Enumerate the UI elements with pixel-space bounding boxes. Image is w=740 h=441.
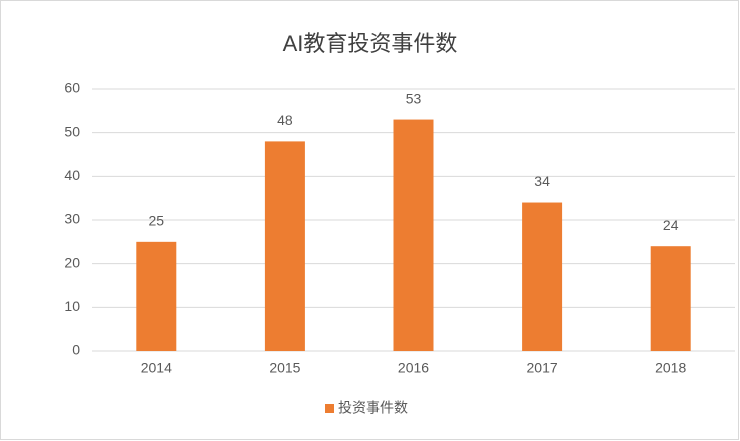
bar bbox=[393, 119, 434, 351]
x-tick-label: 2014 bbox=[141, 360, 172, 376]
bar bbox=[136, 241, 177, 351]
y-tick-label: 30 bbox=[64, 211, 80, 227]
y-tick-label: 0 bbox=[72, 342, 80, 358]
y-tick-label: 10 bbox=[64, 298, 80, 314]
data-label: 24 bbox=[663, 217, 679, 233]
y-tick-label: 60 bbox=[64, 80, 80, 96]
y-tick-label: 50 bbox=[64, 123, 80, 139]
bar bbox=[650, 246, 691, 351]
bar bbox=[522, 202, 563, 351]
y-tick-label: 40 bbox=[64, 167, 80, 183]
x-tick-label: 2018 bbox=[655, 360, 686, 376]
x-tick-label: 2015 bbox=[269, 360, 300, 376]
chart-title: AI教育投资事件数 bbox=[283, 31, 458, 56]
x-tick-label: 2017 bbox=[527, 360, 558, 376]
legend-swatch bbox=[325, 404, 334, 413]
x-tick-label: 2016 bbox=[398, 360, 429, 376]
y-tick-label: 20 bbox=[64, 254, 80, 270]
data-label: 48 bbox=[277, 112, 293, 128]
legend-label: 投资事件数 bbox=[338, 400, 408, 416]
data-label: 25 bbox=[149, 213, 165, 229]
bar bbox=[264, 141, 305, 351]
data-label: 34 bbox=[534, 173, 550, 189]
data-label: 53 bbox=[406, 90, 422, 106]
